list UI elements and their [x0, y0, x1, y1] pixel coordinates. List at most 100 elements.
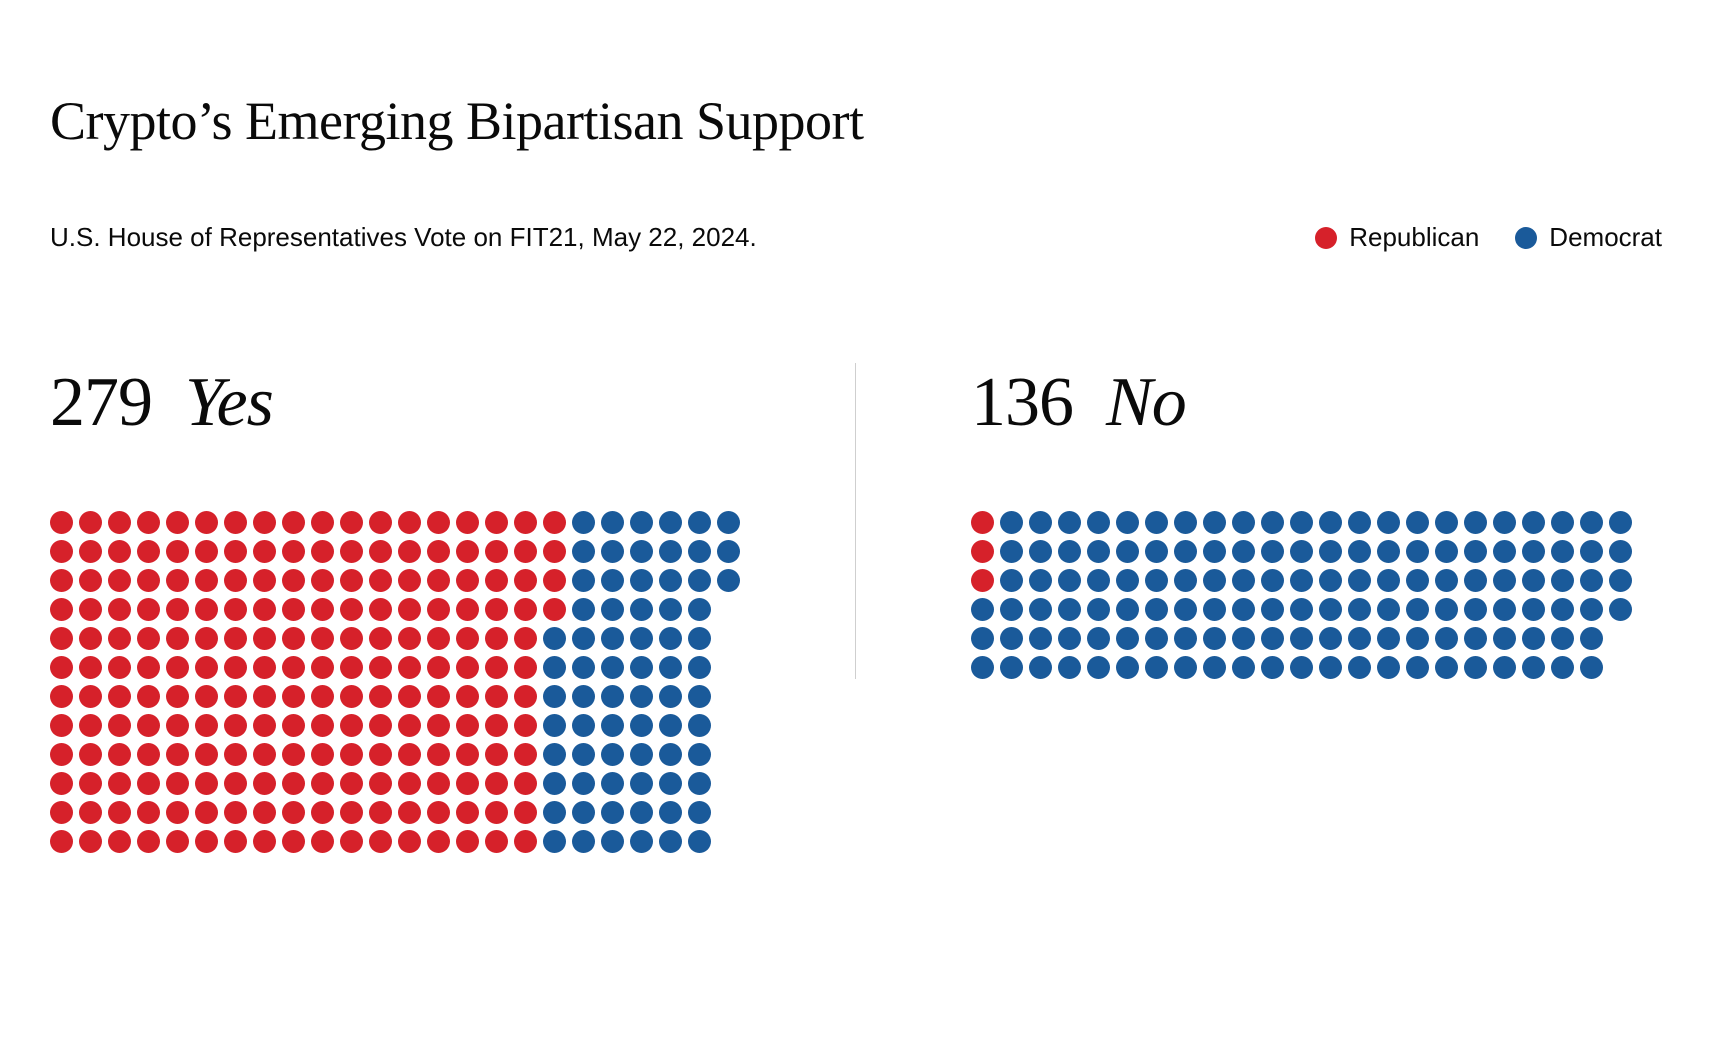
- vote-dot-democrat: [1493, 511, 1516, 534]
- vote-dot-democrat: [688, 714, 711, 737]
- vote-dot-republican: [514, 743, 537, 766]
- vote-dot-democrat: [659, 801, 682, 824]
- vote-dot-democrat: [572, 569, 595, 592]
- vote-dot-republican: [514, 772, 537, 795]
- vote-dot-republican: [485, 801, 508, 824]
- vote-dot-democrat: [572, 743, 595, 766]
- vote-dot-republican: [456, 685, 479, 708]
- vote-dot-republican: [195, 801, 218, 824]
- vote-dot-democrat: [1261, 540, 1284, 563]
- vote-dot-republican: [427, 511, 450, 534]
- vote-dot-democrat: [1029, 540, 1052, 563]
- vote-dot-democrat: [1435, 569, 1458, 592]
- vote-dot-republican: [282, 801, 305, 824]
- vote-dot-democrat: [1290, 511, 1313, 534]
- vote-dot-republican: [456, 772, 479, 795]
- vote-dot-democrat: [1145, 511, 1168, 534]
- vote-dot-republican: [253, 743, 276, 766]
- legend-label-democrat: Democrat: [1549, 222, 1662, 253]
- vote-dot-democrat: [1580, 656, 1603, 679]
- vote-dot-democrat: [1174, 511, 1197, 534]
- vote-dot-republican: [108, 714, 131, 737]
- vote-dot-democrat: [1435, 598, 1458, 621]
- vote-dot-democrat: [1232, 656, 1255, 679]
- vote-dot-democrat: [688, 801, 711, 824]
- vote-dot-republican: [427, 772, 450, 795]
- vote-dot-republican: [543, 598, 566, 621]
- vote-dot-democrat: [688, 743, 711, 766]
- vote-dot-republican: [340, 772, 363, 795]
- vote-dot-republican: [195, 743, 218, 766]
- vote-dot-republican: [282, 511, 305, 534]
- vote-dot-democrat: [572, 540, 595, 563]
- vote-dot-republican: [398, 511, 421, 534]
- vote-infographic: Crypto’s Emerging Bipartisan Support U.S…: [0, 0, 1722, 1052]
- vote-dot-republican: [369, 830, 392, 853]
- dot-column: [1464, 511, 1487, 679]
- vote-dot-democrat: [1406, 540, 1429, 563]
- vote-dot-democrat: [572, 598, 595, 621]
- vote-dot-republican: [253, 685, 276, 708]
- vote-dot-democrat: [688, 569, 711, 592]
- vote-dot-republican: [369, 627, 392, 650]
- dot-column: [659, 511, 682, 853]
- vote-dot-republican: [166, 569, 189, 592]
- vote-dot-democrat: [630, 685, 653, 708]
- vote-dot-democrat: [659, 685, 682, 708]
- vote-dot-democrat: [1058, 627, 1081, 650]
- vote-dot-democrat: [572, 627, 595, 650]
- vote-dot-democrat: [1232, 627, 1255, 650]
- vote-dot-democrat: [1116, 598, 1139, 621]
- vote-dot-democrat: [630, 801, 653, 824]
- dot-column: [1203, 511, 1226, 679]
- vote-dot-republican: [427, 627, 450, 650]
- vote-dot-democrat: [1493, 627, 1516, 650]
- vote-dot-democrat: [688, 540, 711, 563]
- dot-grid-yes: [50, 511, 740, 853]
- vote-dot-democrat: [688, 656, 711, 679]
- vote-dot-republican: [311, 540, 334, 563]
- vote-dot-republican: [311, 743, 334, 766]
- vote-dot-democrat: [717, 540, 740, 563]
- yes-count-word: Yes: [185, 364, 273, 441]
- dot-column: [137, 511, 160, 853]
- dot-column: [514, 511, 537, 853]
- vote-dot-republican: [108, 685, 131, 708]
- vote-dot-democrat: [572, 685, 595, 708]
- vote-dot-republican: [427, 656, 450, 679]
- vote-dot-republican: [253, 569, 276, 592]
- vote-dot-democrat: [572, 801, 595, 824]
- vote-dot-republican: [79, 772, 102, 795]
- vote-dot-democrat: [1261, 511, 1284, 534]
- vote-dot-republican: [456, 540, 479, 563]
- vote-dot-democrat: [1087, 569, 1110, 592]
- vote-dot-democrat: [601, 569, 624, 592]
- vote-dot-democrat: [572, 772, 595, 795]
- vote-dot-democrat: [1203, 598, 1226, 621]
- vote-dot-republican: [108, 743, 131, 766]
- vote-dot-republican: [79, 569, 102, 592]
- vote-dot-democrat: [1551, 656, 1574, 679]
- vote-dot-democrat: [1319, 627, 1342, 650]
- vote-dot-democrat: [543, 685, 566, 708]
- vote-dot-republican: [137, 772, 160, 795]
- vote-dot-republican: [514, 801, 537, 824]
- dot-column: [427, 511, 450, 853]
- vote-dot-republican: [543, 569, 566, 592]
- vote-dot-democrat: [543, 627, 566, 650]
- vote-dot-republican: [195, 830, 218, 853]
- vote-dot-democrat: [1580, 511, 1603, 534]
- vote-dot-republican: [50, 656, 73, 679]
- vote-dot-democrat: [1464, 656, 1487, 679]
- vote-dot-democrat: [601, 656, 624, 679]
- vote-dot-democrat: [1290, 540, 1313, 563]
- vote-dot-republican: [456, 830, 479, 853]
- vote-dot-republican: [50, 540, 73, 563]
- vote-dot-democrat: [1319, 511, 1342, 534]
- vote-dot-republican: [108, 627, 131, 650]
- vote-dot-republican: [224, 627, 247, 650]
- vote-dot-democrat: [1290, 656, 1313, 679]
- vote-dot-republican: [79, 801, 102, 824]
- vote-dot-republican: [340, 511, 363, 534]
- vote-dot-republican: [971, 511, 994, 534]
